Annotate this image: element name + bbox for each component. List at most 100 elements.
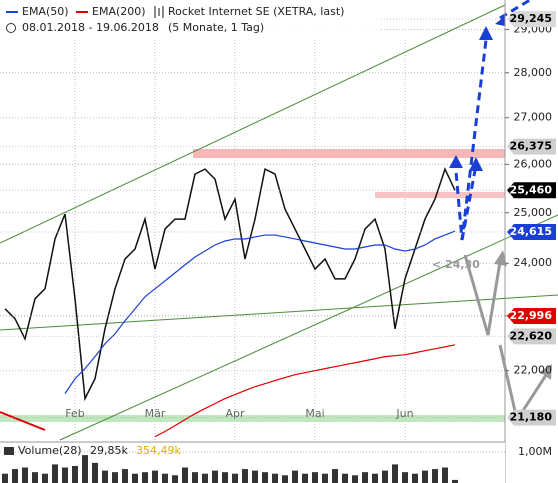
volume-bar [322, 473, 328, 483]
volume-bar [72, 465, 78, 483]
price-badge [507, 182, 556, 199]
volume-bar [292, 470, 298, 483]
volume-bar [82, 455, 88, 483]
price-badge [507, 11, 556, 28]
volume-bar [172, 475, 178, 483]
volume-bar [422, 470, 428, 483]
volume-bar [402, 472, 408, 483]
arrow-head [495, 16, 505, 26]
x-tick-label: Jun [395, 407, 413, 420]
y-tick-label: 28,000 [514, 66, 553, 79]
legend-label: EMA(50) [22, 5, 69, 18]
y-tick-label: 27,000 [514, 111, 553, 124]
volume-bar [262, 472, 268, 483]
volume-legend-swatch [4, 447, 14, 455]
y-tick-label: 25,000 [514, 206, 553, 219]
volume-bar [42, 473, 48, 483]
arrow-head [479, 26, 493, 40]
arrow-head [469, 157, 483, 171]
volume-bar [432, 469, 438, 483]
volume-bar [252, 470, 258, 483]
y-tick-label: 26,000 [514, 157, 553, 170]
x-tick-label: Feb [65, 407, 84, 420]
volume-bar [212, 470, 218, 483]
volume-bar [452, 479, 458, 483]
volume-bar [32, 472, 38, 483]
trend-line [0, 411, 46, 431]
support-zone [0, 415, 505, 422]
price-badge-label: 22,620 [510, 329, 553, 342]
period: (5 Monate, 1 Tag) [168, 21, 264, 34]
volume-bar [22, 467, 28, 483]
volume-bar [232, 473, 238, 483]
volume-bar [302, 473, 308, 483]
price-badge [507, 409, 556, 426]
volume-bar [242, 469, 248, 483]
resistance-zone [375, 192, 505, 198]
volume-bar [92, 462, 98, 483]
volume-bar [312, 472, 318, 483]
volume-average: 354,49k [136, 444, 181, 457]
volume-bar [102, 470, 108, 483]
y-tick-label: 1,00M [518, 445, 552, 458]
trend-line [0, 294, 558, 331]
volume-bar [2, 473, 8, 483]
volume-bar [442, 467, 448, 483]
volume-bar [52, 464, 58, 483]
volume-bar [162, 473, 168, 483]
volume-last: 29,85k [90, 444, 128, 457]
price-badge [507, 328, 556, 345]
price-badge-label: 25,460 [510, 183, 553, 196]
volume-bar [282, 475, 288, 483]
price-badge [507, 223, 556, 240]
price-badge-label: 21,180 [510, 411, 553, 424]
volume-bar [182, 467, 188, 483]
volume-bar [12, 469, 18, 483]
volume-bar [152, 470, 158, 483]
y-tick-label: 24,000 [514, 256, 553, 269]
price-badge-label: 26,375 [510, 140, 552, 153]
volume-bar [142, 472, 148, 483]
price-badge-label: 29,245 [510, 12, 552, 25]
volume-bar [192, 472, 198, 483]
y-tick-label: 22,000 [514, 364, 553, 377]
price-axis: 22,00023,00024,00025,00026,00027,00028,0… [504, 0, 556, 483]
volume-bar [62, 467, 68, 483]
legend-swatch [154, 6, 164, 18]
annotation: < 24,30 [432, 258, 480, 271]
date-range: 08.01.2018 - 19.06.2018 [22, 21, 159, 34]
volume-bar [332, 469, 338, 483]
volume-panel: 1,00M Volume(28) 29,85k 354,49k [0, 441, 552, 483]
trend-line [0, 4, 506, 244]
volume-bar [362, 472, 368, 483]
trend-line [59, 214, 558, 441]
volume-bar [272, 473, 278, 483]
series-line [64, 230, 456, 394]
x-tick-label: Apr [225, 407, 245, 420]
volume-name: Volume(28) [18, 444, 82, 457]
price-badge [507, 308, 556, 325]
x-tick-label: Mai [305, 407, 324, 420]
arrow-head [540, 364, 552, 380]
volume-bar [342, 473, 348, 483]
volume-bar [382, 470, 388, 483]
legend-label: EMA(200) [92, 5, 146, 18]
volume-bar [352, 475, 358, 483]
arrow-head [449, 155, 463, 168]
legend-label: Rocket Internet SE (XETRA, last) [168, 5, 344, 18]
series-line [4, 167, 456, 402]
volume-bar [372, 473, 378, 483]
volume-bar [392, 464, 398, 483]
volume-bar [222, 472, 228, 483]
price-badge-label: 24,615 [510, 225, 552, 238]
resistance-zone [193, 149, 505, 158]
volume-bar [132, 473, 138, 483]
series-line [154, 344, 456, 438]
volume-bar [202, 473, 208, 483]
arrow-head [494, 250, 507, 266]
price-badge [507, 138, 556, 155]
clock-icon [6, 23, 16, 33]
volume-bar [412, 473, 418, 483]
price-badge-label: 22,996 [510, 309, 553, 322]
